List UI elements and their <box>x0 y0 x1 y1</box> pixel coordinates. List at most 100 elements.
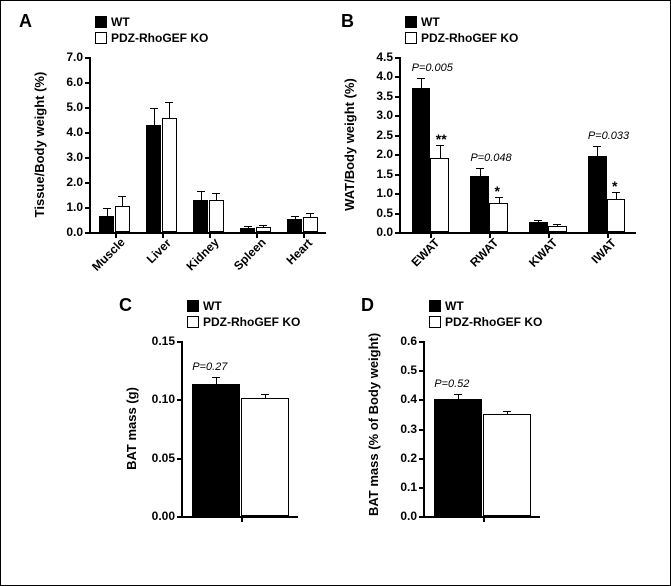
bar <box>489 203 508 232</box>
ytick <box>85 132 91 134</box>
ytick <box>419 399 425 401</box>
ytick <box>85 207 91 209</box>
error-cap <box>150 108 158 109</box>
ytick <box>177 458 183 460</box>
ytick-label: 3.5 <box>376 89 393 103</box>
error-cap <box>259 225 267 226</box>
legend-row-wt: WT <box>429 299 542 313</box>
bar <box>529 222 548 232</box>
ytick <box>419 516 425 518</box>
xtick-label: IWAT <box>588 236 618 266</box>
ytick-label: 1.0 <box>66 200 83 214</box>
ytick <box>395 57 401 59</box>
error-cap <box>291 216 299 217</box>
xtick-label: RWAT <box>467 236 501 270</box>
error-cap <box>212 377 220 378</box>
legend-swatch-wt <box>429 300 441 312</box>
ytick-label: 0.00 <box>152 509 175 523</box>
error-cap <box>212 193 220 194</box>
ytick <box>395 96 401 98</box>
ytick <box>177 516 183 518</box>
ytick <box>395 135 401 137</box>
p-value-annotation: P=0.52 <box>434 378 469 390</box>
error-bar <box>169 102 170 118</box>
ytick <box>395 193 401 195</box>
ytick <box>419 429 425 431</box>
xtick-label: Liver <box>143 236 173 266</box>
error-cap <box>534 220 542 221</box>
xtick-label: EWAT <box>409 236 443 270</box>
significance-marker: * <box>495 183 500 199</box>
error-cap <box>454 394 462 395</box>
xtick-label: Heart <box>283 236 315 268</box>
legend-row-ko: PDZ-RhoGEF KO <box>95 31 208 45</box>
bar <box>256 227 271 233</box>
ytick <box>177 341 183 343</box>
p-value-annotation: P=0.27 <box>192 361 227 373</box>
legend-row-wt: WT <box>405 15 518 29</box>
legend-row-wt: WT <box>95 15 208 29</box>
ytick-label: 0.10 <box>152 392 175 406</box>
ytick-label: 0.6 <box>400 334 417 348</box>
panel-d-plot: 0.00.10.20.30.40.50.6P=0.52 <box>423 341 540 518</box>
ytick <box>395 154 401 156</box>
ytick <box>395 213 401 215</box>
xtick <box>483 516 485 522</box>
panel-b-plot: 0.00.51.01.52.02.53.03.54.04.5EWATRWATKW… <box>399 57 636 234</box>
panel-c-label: C <box>119 295 132 316</box>
error-cap <box>165 102 173 103</box>
ytick <box>395 115 401 117</box>
bar <box>241 398 289 516</box>
panel-c: C WT PDZ-RhoGEF KO BAT mass (g) 0.000.05… <box>119 293 329 563</box>
ytick-label: 0.4 <box>400 392 417 406</box>
ytick <box>85 57 91 59</box>
xtick-label: Kidney <box>183 235 221 273</box>
legend-swatch-ko <box>187 316 199 328</box>
error-cap <box>118 196 126 197</box>
bar <box>287 219 302 232</box>
bar <box>607 199 626 232</box>
error-bar <box>440 145 441 159</box>
significance-marker: * <box>612 178 617 194</box>
ytick-label: 4.0 <box>66 125 83 139</box>
bar <box>240 228 255 233</box>
legend-row-wt: WT <box>187 299 300 313</box>
bar <box>412 88 431 232</box>
error-cap <box>553 224 561 225</box>
ytick-label: 0.5 <box>376 206 393 220</box>
bar <box>146 125 161 233</box>
error-cap <box>197 191 205 192</box>
ytick-label: 6.0 <box>66 75 83 89</box>
ytick-label: 2.5 <box>376 128 393 142</box>
ytick-label: 4.5 <box>376 50 393 64</box>
ytick <box>85 82 91 84</box>
panel-a-plot: 0.01.02.03.04.05.06.07.0MuscleLiverKidne… <box>89 57 326 234</box>
ytick-label: 1.5 <box>376 167 393 181</box>
legend-row-ko: PDZ-RhoGEF KO <box>405 31 518 45</box>
error-bar <box>154 108 155 124</box>
legend-swatch-ko <box>429 316 441 328</box>
bar <box>99 216 114 232</box>
bar <box>209 200 224 232</box>
error-bar <box>107 208 108 216</box>
ytick <box>85 157 91 159</box>
bar <box>192 384 240 516</box>
bar <box>548 226 567 232</box>
bar <box>303 217 318 232</box>
ytick-label: 0.15 <box>152 334 175 348</box>
bar <box>588 156 607 232</box>
ytick-label: 1.0 <box>376 186 393 200</box>
ytick-label: 0.0 <box>376 225 393 239</box>
error-cap <box>103 208 111 209</box>
error-bar <box>597 146 598 156</box>
panel-d: D WT PDZ-RhoGEF KO BAT mass (% of Body w… <box>361 293 571 563</box>
ytick-label: 3.0 <box>376 108 393 122</box>
ytick-label: 0.5 <box>400 363 417 377</box>
panel-c-plot: 0.000.050.100.15P=0.27 <box>181 341 298 518</box>
error-bar <box>421 78 422 88</box>
ytick-label: 0.0 <box>66 225 83 239</box>
panel-a-legend: WT PDZ-RhoGEF KO <box>95 15 208 47</box>
error-cap <box>476 168 484 169</box>
error-cap <box>306 213 314 214</box>
legend-row-ko: PDZ-RhoGEF KO <box>187 315 300 329</box>
